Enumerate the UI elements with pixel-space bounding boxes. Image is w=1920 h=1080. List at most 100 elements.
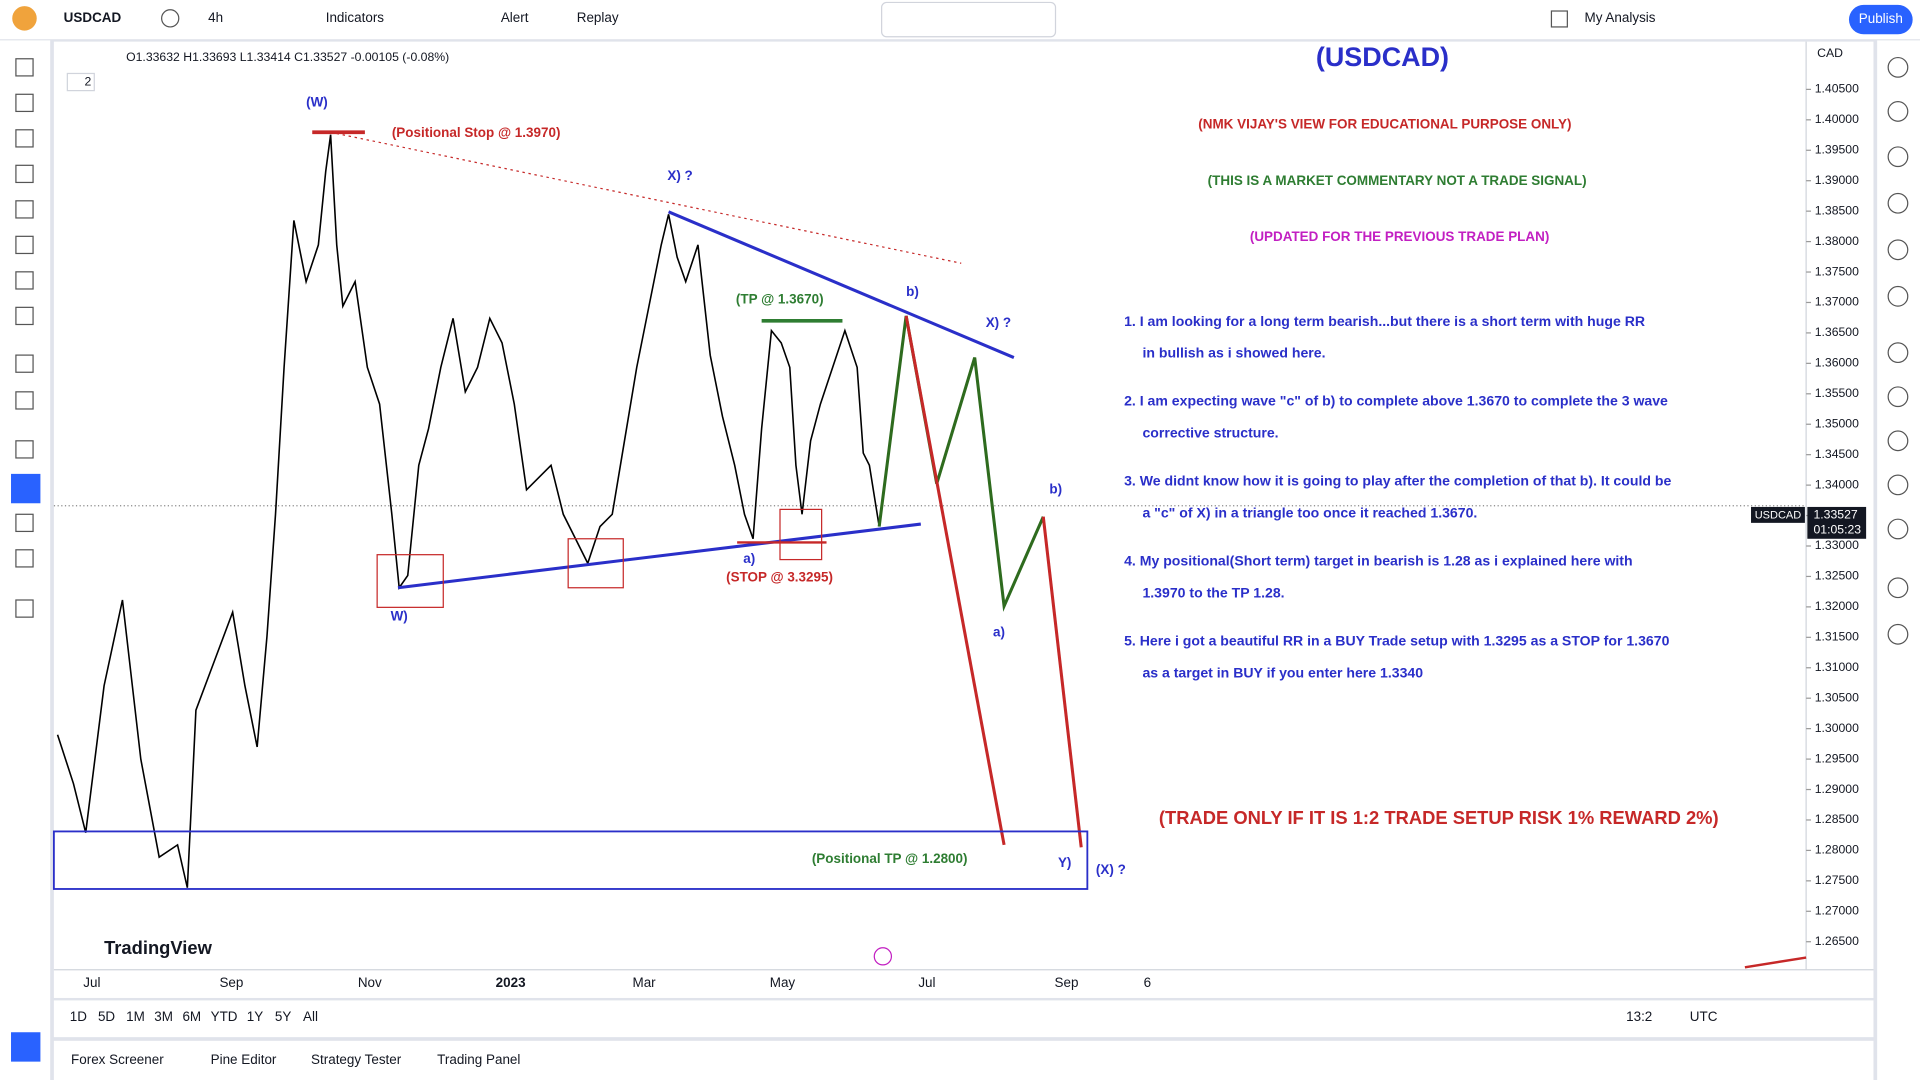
panel-icon[interactable] <box>1887 239 1909 261</box>
replay-icon[interactable] <box>873 947 893 966</box>
tool-icon[interactable] <box>15 513 34 533</box>
price-label: 1.31500 <box>1815 630 1859 644</box>
replay-button[interactable]: Replay <box>577 10 619 25</box>
tool-icon[interactable] <box>15 354 34 373</box>
price-label: 1.31000 <box>1815 660 1859 674</box>
ohlc-legend: O1.33632 H1.33693 L1.33414 C1.33527 -0.0… <box>126 50 449 64</box>
alert-button[interactable]: Alert <box>501 10 529 25</box>
tool-icon[interactable] <box>15 599 34 618</box>
bottom-tab[interactable]: Forex Screener <box>71 1052 164 1067</box>
indicators-button[interactable]: Indicators <box>326 10 385 25</box>
time-label: 2023 <box>496 975 526 990</box>
publish-button[interactable]: Publish <box>1859 11 1903 26</box>
range-button[interactable]: 1Y <box>247 1009 263 1024</box>
tool-icon[interactable] <box>15 129 34 148</box>
price-label: 1.37500 <box>1815 264 1859 278</box>
panel-icon[interactable] <box>1887 623 1909 645</box>
panel-icon[interactable] <box>1887 430 1909 452</box>
tool-icon[interactable] <box>15 271 34 290</box>
panel-icon[interactable] <box>1887 146 1909 168</box>
commentary-line: in bullish as i showed here. <box>1142 345 1325 361</box>
legend-toggle[interactable] <box>66 72 95 92</box>
tool-icon[interactable] <box>15 164 34 184</box>
commentary-line: 5. Here i got a beautiful RR in a BUY Tr… <box>1124 633 1669 649</box>
price-label: 1.33000 <box>1815 538 1859 552</box>
layout-checkbox[interactable] <box>1550 10 1568 28</box>
range-button[interactable]: YTD <box>211 1009 238 1024</box>
commentary-line: corrective structure. <box>1142 425 1278 441</box>
panel-icon[interactable] <box>1887 56 1909 78</box>
time-label: May <box>770 975 796 990</box>
price-label: 1.36000 <box>1815 356 1859 370</box>
tool-icon[interactable] <box>15 440 34 459</box>
panel-icon[interactable] <box>1887 192 1909 214</box>
range-button[interactable]: 6M <box>182 1009 201 1024</box>
wave-label: (TP @ 1.3670) <box>736 292 824 307</box>
commentary-note: (THIS IS A MARKET COMMENTARY NOT A TRADE… <box>1208 173 1587 188</box>
last-price: 1.33527 <box>1813 508 1857 522</box>
wave-label: (Positional Stop @ 1.3970) <box>392 125 561 140</box>
commentary-line: 1.3970 to the TP 1.28. <box>1142 584 1284 600</box>
bottom-tab[interactable]: Strategy Tester <box>311 1052 402 1067</box>
price-label: 1.34500 <box>1815 447 1859 461</box>
price-label: 1.39500 <box>1815 143 1859 157</box>
range-button[interactable]: 1D <box>70 1009 87 1024</box>
time-label: 6 <box>1144 975 1151 990</box>
help-icon[interactable] <box>11 1032 41 1062</box>
panel-icon[interactable] <box>1887 577 1909 599</box>
layout-name[interactable]: My Analysis <box>1584 10 1655 25</box>
price-label: 1.30500 <box>1815 690 1859 704</box>
compare-button[interactable] <box>161 9 180 28</box>
avatar[interactable] <box>12 6 37 31</box>
tool-icon[interactable] <box>15 58 34 77</box>
time-label: Sep <box>219 975 243 990</box>
highlight-box <box>779 508 823 561</box>
publish-button-bg[interactable] <box>1848 4 1913 35</box>
legend-count: 2 <box>84 74 91 88</box>
tool-icon[interactable] <box>15 306 34 326</box>
trade-rule: (TRADE ONLY IF IT IS 1:2 TRADE SETUP RIS… <box>1159 807 1719 828</box>
range-button[interactable]: All <box>303 1009 318 1024</box>
panel-icon[interactable] <box>1887 386 1909 408</box>
panel-icon[interactable] <box>1887 285 1909 307</box>
commentary-line: 3. We didnt know how it is going to play… <box>1124 473 1671 489</box>
price-label: 1.35500 <box>1815 386 1859 400</box>
wave-label: a) <box>993 625 1005 640</box>
range-button[interactable]: 1M <box>126 1009 145 1024</box>
interval-button[interactable]: 4h <box>208 10 223 25</box>
bottom-tab[interactable]: Pine Editor <box>211 1052 277 1067</box>
time-label: Nov <box>358 975 382 990</box>
countdown: 01:05:23 <box>1813 522 1861 536</box>
range-button[interactable]: 3M <box>154 1009 173 1024</box>
tool-icon[interactable] <box>15 391 34 410</box>
tool-icon[interactable] <box>15 549 34 568</box>
price-label: 1.35000 <box>1815 416 1859 430</box>
panel-icon[interactable] <box>1887 474 1909 496</box>
tool-icon[interactable] <box>15 93 34 113</box>
panel-icon[interactable] <box>1887 342 1909 364</box>
tool-icon-active[interactable] <box>11 473 41 504</box>
range-button[interactable]: 5Y <box>275 1009 291 1024</box>
wave-label: (X) ? <box>1096 862 1126 877</box>
commentary-line: a "c" of X) in a triangle too once it re… <box>1142 505 1477 521</box>
price-label: 1.37000 <box>1815 295 1859 309</box>
wave-label: b) <box>906 284 919 299</box>
branding: TradingView <box>104 937 213 958</box>
commentary-line: 2. I am expecting wave "c" of b) to comp… <box>1124 393 1668 409</box>
panel-icon[interactable] <box>1887 518 1909 540</box>
panel-icon[interactable] <box>1887 101 1909 122</box>
price-label: 1.27500 <box>1815 873 1859 887</box>
range-button[interactable]: 5D <box>98 1009 115 1024</box>
clock: 13:2 <box>1626 1009 1652 1024</box>
price-label: 1.34000 <box>1815 477 1859 491</box>
tool-icon[interactable] <box>15 235 34 255</box>
tool-icon[interactable] <box>15 200 34 219</box>
bottom-panel <box>53 1040 1874 1080</box>
commentary-line: 1. I am looking for a long term bearish.… <box>1124 313 1645 329</box>
symbol-search[interactable]: USDCAD <box>64 10 122 25</box>
wave-label: b) <box>1049 481 1062 496</box>
time-label: Jul <box>83 975 100 990</box>
triangle-upper <box>667 210 1015 359</box>
timezone[interactable]: UTC <box>1690 1009 1718 1024</box>
bottom-tab[interactable]: Trading Panel <box>437 1052 520 1067</box>
